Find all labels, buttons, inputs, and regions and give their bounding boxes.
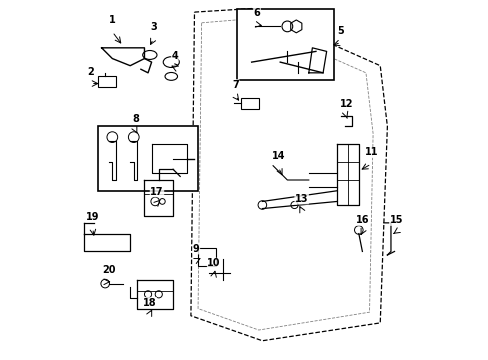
FancyBboxPatch shape	[237, 9, 333, 80]
Text: 12: 12	[339, 99, 352, 109]
Text: 14: 14	[271, 151, 285, 161]
Text: 4: 4	[171, 51, 178, 61]
FancyBboxPatch shape	[98, 126, 198, 191]
Text: 18: 18	[142, 297, 156, 307]
Text: 3: 3	[150, 22, 157, 32]
Text: 17: 17	[150, 187, 163, 197]
Text: 9: 9	[192, 244, 199, 254]
Text: 20: 20	[102, 265, 115, 275]
Text: 6: 6	[253, 8, 260, 18]
Text: 8: 8	[132, 113, 139, 123]
Text: 10: 10	[207, 258, 221, 268]
Text: 1: 1	[109, 15, 116, 25]
Text: 11: 11	[364, 148, 377, 157]
Text: 7: 7	[232, 80, 239, 90]
Text: 2: 2	[87, 67, 94, 77]
Text: 13: 13	[294, 194, 308, 204]
Text: 16: 16	[355, 215, 368, 225]
Text: 19: 19	[86, 212, 99, 222]
Text: 5: 5	[337, 26, 344, 36]
Text: 15: 15	[389, 215, 402, 225]
